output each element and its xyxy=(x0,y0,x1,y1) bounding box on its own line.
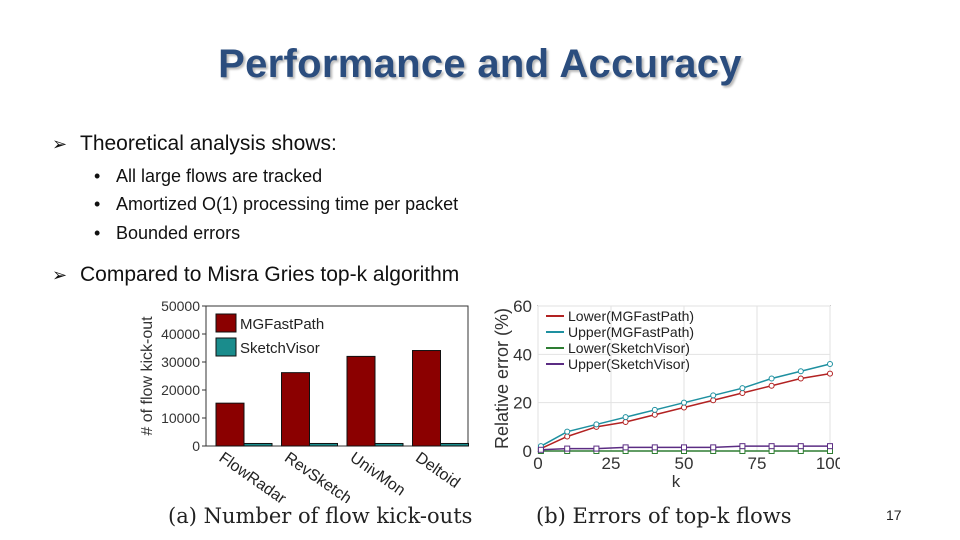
data-point xyxy=(564,433,571,440)
data-point xyxy=(768,443,775,450)
data-point xyxy=(827,448,833,454)
legend-label: SketchVisor xyxy=(240,340,320,357)
y-tick-label: 30000 xyxy=(161,354,200,370)
y-tick-label: 60 xyxy=(513,298,532,316)
bar xyxy=(215,402,245,447)
legend-label: Upper(SketchVisor) xyxy=(568,356,690,372)
arrow-bullet-icon: ➢ xyxy=(52,265,68,285)
bullet-theoretical: ➢ Theoretical analysis shows: xyxy=(52,132,337,156)
legend-label: Lower(SketchVisor) xyxy=(568,340,690,356)
bar xyxy=(309,442,338,447)
x-tick-label: 25 xyxy=(602,454,621,473)
data-point xyxy=(739,448,746,454)
legend-swatch xyxy=(215,313,237,333)
subbullet-text: All large flows are tracked xyxy=(116,166,323,186)
bullet-text: Theoretical analysis shows: xyxy=(80,132,337,155)
data-point xyxy=(739,385,746,392)
data-point xyxy=(739,390,746,396)
arrow-bullet-icon: ➢ xyxy=(52,134,68,154)
data-point xyxy=(827,361,833,367)
subbullet-text: Bounded errors xyxy=(116,223,241,243)
x-category-label: RevSketch xyxy=(281,449,354,503)
y-axis-label: # of flow kick-out xyxy=(139,316,156,436)
y-tick-label: 10000 xyxy=(161,410,200,426)
x-tick-label: 0 xyxy=(533,454,542,473)
data-point xyxy=(827,443,833,450)
data-point xyxy=(651,411,658,418)
x-tick-label: 50 xyxy=(675,454,694,473)
data-point xyxy=(681,444,687,451)
bar xyxy=(243,442,273,447)
chart-a-caption: (a) Number of flow kick-outs xyxy=(168,504,473,528)
data-point xyxy=(593,445,600,452)
bar xyxy=(440,442,469,447)
data-point xyxy=(797,368,804,375)
data-point xyxy=(797,375,804,382)
chart-b-caption: (b) Errors of top-k flows xyxy=(536,504,792,528)
data-point xyxy=(797,448,804,454)
y-tick-label: 20 xyxy=(513,394,532,413)
data-point xyxy=(593,421,600,428)
bar xyxy=(346,355,376,447)
data-point xyxy=(537,446,544,453)
legend-label: Lower(MGFastPath) xyxy=(568,308,694,324)
x-category-label: Deltoid xyxy=(412,449,463,491)
data-point xyxy=(651,444,658,451)
data-point xyxy=(622,419,629,425)
x-category-label: FlowRadar xyxy=(216,449,290,503)
data-point xyxy=(622,444,629,451)
dot-bullet-icon: • xyxy=(94,194,101,214)
dot-bullet-icon: • xyxy=(94,166,101,186)
data-point xyxy=(710,444,717,451)
topk-error-line-chart: 0 20 40 60 0 25 50 75 100 k Relative error (%) Lowe… xyxy=(492,298,840,491)
y-tick-label: 40 xyxy=(513,345,532,364)
y-tick-label: 20000 xyxy=(161,382,200,398)
data-point xyxy=(768,382,775,389)
bullet-misra-gries: ➢ Compared to Misra Gries top-k algorithm xyxy=(52,263,459,287)
data-point xyxy=(768,375,775,382)
data-point xyxy=(710,397,717,404)
legend-swatch xyxy=(215,337,237,357)
y-tick-label: 40000 xyxy=(161,326,200,342)
y-tick-label: 0 xyxy=(192,438,200,454)
page-number: 17 xyxy=(886,507,902,523)
bar xyxy=(281,372,310,447)
y-tick-label: 0 xyxy=(523,442,532,461)
data-point xyxy=(564,445,571,452)
data-point xyxy=(681,404,687,411)
kickout-bar-chart: 0 10000 20000 30000 40000 50000 # of flow kick… xyxy=(139,298,469,503)
data-point xyxy=(710,392,717,399)
data-point xyxy=(827,370,833,377)
bar xyxy=(412,350,441,447)
subbullet-processing-time: • Amortized O(1) processing time per pack… xyxy=(94,194,458,215)
y-axis-label: Relative error (%) xyxy=(492,308,512,449)
x-category-label: UnivMon xyxy=(347,449,408,499)
subbullet-text: Amortized O(1) processing time per packe… xyxy=(116,194,459,214)
y-tick-label: 50000 xyxy=(161,298,200,314)
data-point xyxy=(797,443,804,450)
data-point xyxy=(564,428,571,435)
legend-label: MGFastPath xyxy=(240,316,324,333)
subbullet-tracked: • All large flows are tracked xyxy=(94,166,322,187)
x-tick-label: 75 xyxy=(748,454,767,473)
series-line xyxy=(540,372,831,450)
data-point xyxy=(622,414,629,421)
data-point xyxy=(739,443,746,450)
subbullet-bounded-errors: • Bounded errors xyxy=(94,223,240,244)
data-point xyxy=(681,399,687,406)
dot-bullet-icon: • xyxy=(94,223,101,243)
bar xyxy=(374,442,404,447)
slide-title: Performance and Accuracy xyxy=(218,42,742,86)
data-point xyxy=(768,448,775,454)
x-axis-label: k xyxy=(672,472,681,491)
legend-label: Upper(MGFastPath) xyxy=(568,324,694,340)
bullet-text: Compared to Misra Gries top-k algorithm xyxy=(80,263,460,286)
data-point xyxy=(651,406,658,413)
x-tick-label: 100 xyxy=(816,454,840,473)
